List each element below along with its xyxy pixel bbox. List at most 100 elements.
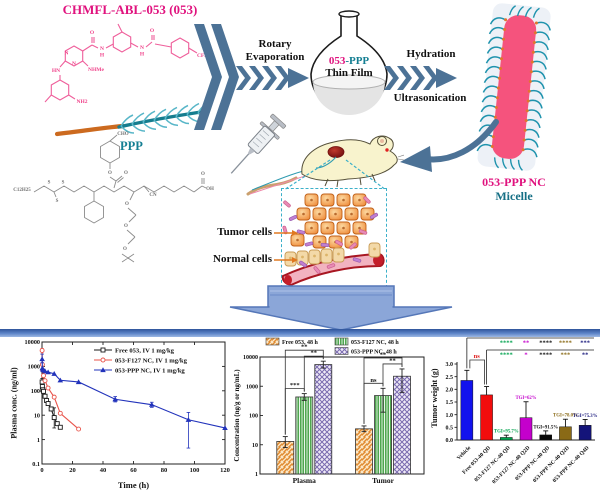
svg-text:1000: 1000: [28, 364, 40, 371]
axes: [259, 356, 425, 475]
rotary-line2: Evaporation: [245, 51, 305, 63]
flask-053-text: 053: [329, 55, 346, 67]
y-tick-labels: 1 10 100 1000 10000: [243, 355, 258, 478]
bar: [355, 428, 373, 475]
bar: [295, 396, 314, 475]
svg-text:1: 1: [37, 437, 40, 444]
svg-text:10000: 10000: [243, 355, 258, 361]
atom-label: CN: [149, 193, 157, 198]
atom-label: CHO: [117, 132, 129, 137]
svg-text:40: 40: [100, 467, 107, 474]
svg-text:10: 10: [34, 412, 40, 419]
category-label: 053-F127 NC-40 QD: [474, 445, 512, 483]
svg-text:0.0: 0.0: [446, 438, 454, 444]
tgi-label: TGI=91.5%: [533, 425, 558, 430]
bar: [314, 364, 333, 475]
atom-label: NH2: [77, 99, 88, 105]
category-label: 053-F127 NC-40 Q2D: [491, 445, 531, 485]
svg-text:0: 0: [40, 467, 43, 474]
svg-text:Free 053, IV 1 mg/kg: Free 053, IV 1 mg/kg: [115, 347, 175, 354]
atom-label: S: [56, 199, 59, 204]
svg-text:3.0: 3.0: [446, 362, 454, 368]
category-label: Tumor: [372, 476, 394, 485]
svg-text:10: 10: [252, 443, 258, 449]
label-arrow-icon: [274, 257, 298, 263]
atom-label: O: [90, 30, 95, 36]
bar: [539, 434, 552, 441]
atom-label: O: [201, 172, 205, 177]
mouse-eye: [385, 148, 389, 152]
ppp-structure: CHO O O C12H25 S S S CN O OH O O O: [13, 132, 214, 263]
svg-text:2.0: 2.0: [446, 388, 454, 394]
curved-arrow-icon: [400, 119, 499, 172]
bar: [500, 437, 513, 441]
flask-subtitle: Thin Film: [325, 67, 372, 79]
legend: Free 053, IV 1 mg/kg 053-F127 NC, IV 1 mg…: [94, 347, 188, 374]
sig-stars: ****: [500, 352, 513, 359]
legend: Free 053, 48 h 053-F127 NC, 48 h 053-PPP N…: [265, 337, 399, 356]
rotary-flask-graphic: 053-PPP Thin Film: [310, 10, 388, 115]
label-arrow-icon: [274, 230, 298, 236]
tgi-label: TGI=78.0%: [553, 414, 578, 419]
pk-line-chart: 0 20 40 60 80 100 120 0.1 1 10 100 1000 10000 Free 05…: [10, 339, 230, 490]
atom-label: O: [123, 247, 127, 252]
micelle-caption: 053-PPP NC Micelle: [458, 175, 570, 203]
svg-text:1.5: 1.5: [446, 400, 454, 406]
svg-text:053-F127 NC, 48 h: 053-F127 NC, 48 h: [351, 340, 399, 346]
normal-cells-label: Normal cells: [213, 253, 272, 265]
svg-text:Free 053, 48 h: Free 053, 48 h: [282, 340, 319, 346]
category-label: 053-PPP NC-40 QD: [514, 445, 551, 482]
bar: [480, 394, 493, 441]
ns-label: ns: [474, 353, 481, 360]
svg-text:100: 100: [249, 414, 258, 420]
svg-text:053-PPP NC, 48 h: 053-PPP NC, 48 h: [351, 350, 397, 356]
micelle-type: Micelle: [495, 189, 533, 203]
svg-text:100: 100: [31, 388, 40, 395]
tumor-cells-label: Tumor cells: [217, 226, 272, 238]
y-tick-labels: 0.1 1 10 100 1000 10000: [25, 339, 40, 468]
sig-stars: **: [582, 352, 589, 359]
polymer-brush-graphic: [55, 102, 205, 137]
rotary-evaporation-label: Rotary Evaporation: [228, 38, 322, 64]
flow-double-chevron-icon: [194, 24, 239, 130]
x-tick-labels: 0 20 40 60 80 100 120: [40, 467, 230, 474]
hydration-label: Hydration: [406, 48, 456, 60]
ppp-label: PPP: [120, 139, 143, 153]
x-axis-title: Time (h): [118, 480, 149, 490]
tgi-label: TGI=62%: [515, 396, 536, 401]
atom-label: O: [124, 171, 128, 176]
tumor-weight-bar-chart: 0.0 0.5 1.0 1.5 2.0 2.5 3.0 TGI=95.7% TGI=62% TGI…: [430, 337, 598, 485]
svg-text:053-F127 NC, IV 1 mg/kg: 053-F127 NC, IV 1 mg/kg: [115, 357, 188, 364]
y-axis-title: Plasma conc. (ng/ml): [10, 367, 19, 439]
micelle-name: 053-PPP NC: [482, 175, 546, 189]
atom-label: N: [65, 51, 69, 57]
sig-stars: ****: [539, 340, 552, 347]
bar: [519, 417, 533, 441]
atom-label: S: [48, 181, 51, 186]
mouse-graphic: [246, 135, 404, 196]
sig-stars: ****: [539, 352, 552, 359]
sig-label: ns: [370, 377, 377, 384]
sig-stars: ****: [559, 340, 572, 347]
axes: [41, 341, 226, 465]
atom-label: OH: [206, 187, 214, 192]
svg-text:100: 100: [190, 467, 200, 474]
atom-label: CF3: [197, 53, 207, 59]
sig-stars: **: [523, 340, 530, 347]
bar: [559, 426, 572, 441]
svg-text:20: 20: [69, 467, 76, 474]
flask-ppp-text: -PPP: [345, 55, 369, 67]
sig-stars: ***: [561, 352, 571, 359]
atom-label: O: [125, 202, 129, 207]
series-2: [39, 353, 228, 449]
category-label: Vehicle: [456, 445, 473, 462]
atom-label: N: [72, 61, 76, 67]
svg-text:0.1: 0.1: [32, 461, 40, 468]
sig-label: **: [389, 357, 396, 364]
svg-text:053-PPP NC, IV 1 mg/kg: 053-PPP NC, IV 1 mg/kg: [115, 367, 185, 374]
compound-title: CHMFL-ABL-053 (053): [62, 2, 198, 17]
syringe-icon: [230, 113, 287, 174]
series-1: [39, 348, 82, 432]
atom-label: NHMe: [88, 67, 104, 73]
